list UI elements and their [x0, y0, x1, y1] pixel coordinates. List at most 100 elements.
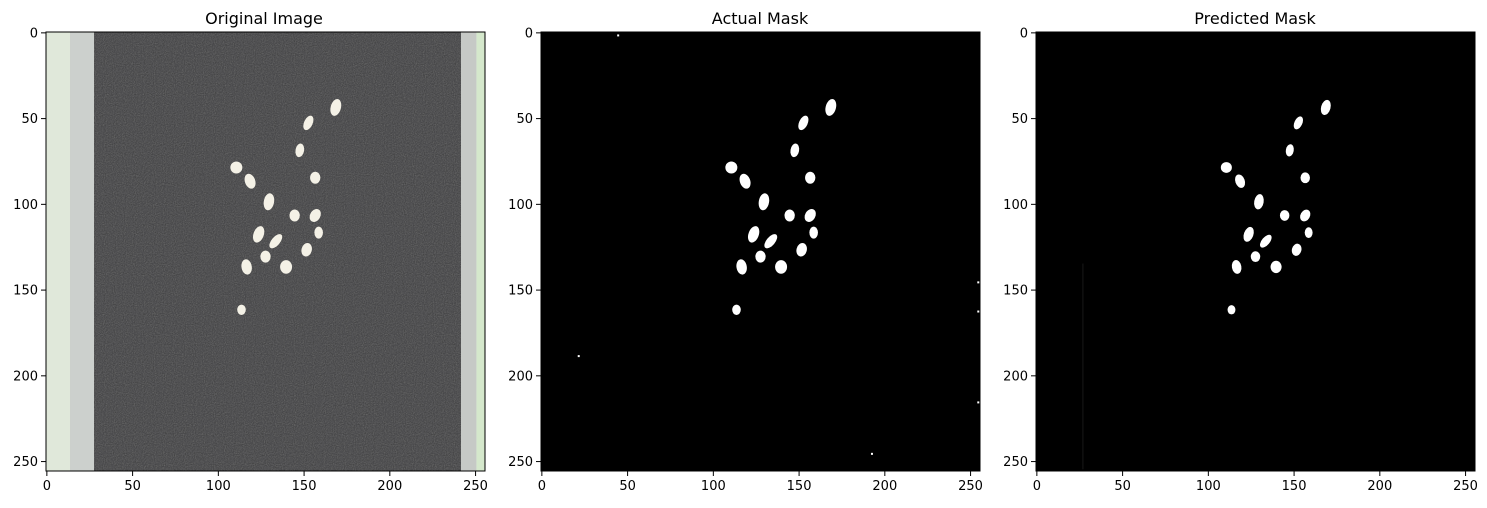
x-tick-label: 0 — [43, 479, 51, 494]
object-blob — [1320, 99, 1331, 116]
object-blob — [796, 243, 807, 257]
object-blob — [736, 259, 747, 275]
dark-fabric — [94, 32, 461, 471]
y-tick-label: 150 — [508, 284, 533, 299]
object-blob — [1300, 172, 1310, 184]
object-blob — [809, 226, 818, 239]
object-blob — [1231, 260, 1242, 274]
object-blob — [252, 226, 265, 243]
panel-original-image: Original Image 0 50 100 150 200 250 0 50 100 150… — [13, 9, 488, 494]
object-blob — [805, 171, 816, 184]
x-axis: 0 50 100 150 200 250 — [538, 471, 983, 494]
y-tick-label: 50 — [516, 112, 533, 127]
object-blob — [1220, 162, 1232, 173]
x-tick-label: 150 — [1282, 479, 1307, 494]
y-axis: 0 50 100 150 200 250 — [13, 26, 46, 470]
y-tick-label: 200 — [13, 369, 38, 384]
y-tick-label: 0 — [1020, 26, 1028, 41]
noise-speck — [617, 34, 620, 37]
x-tick-label: 250 — [958, 479, 983, 494]
y-tick-label: 150 — [1003, 284, 1028, 299]
y-tick-label: 200 — [1003, 369, 1028, 384]
object-blob — [263, 193, 275, 211]
object-blob — [1300, 209, 1311, 222]
object-blob — [1270, 260, 1282, 274]
object-blob — [775, 260, 788, 274]
x-tick-label: 50 — [124, 479, 141, 494]
object-blob — [1285, 144, 1294, 157]
y-tick-label: 50 — [21, 112, 38, 127]
object-blob — [301, 243, 312, 257]
object-blob — [309, 209, 321, 222]
x-tick-label: 100 — [206, 479, 231, 494]
y-tick-label: 250 — [508, 455, 533, 470]
object-blob — [1250, 251, 1261, 263]
x-axis: 0 50 100 150 200 250 — [1033, 471, 1478, 494]
x-tick-label: 250 — [1453, 479, 1478, 494]
x-tick-label: 50 — [619, 479, 636, 494]
axes-frame — [540, 31, 981, 472]
y-tick-label: 100 — [1003, 198, 1028, 213]
left-edge — [46, 32, 71, 471]
x-tick-label: 0 — [1033, 479, 1041, 494]
panel-actual-mask: Actual Mask 0 50 100 150 200 250 0 50 100 150 200… — [508, 9, 983, 494]
object-blob — [1254, 194, 1264, 210]
y-tick-label: 50 — [1011, 112, 1028, 127]
object-blob — [310, 171, 321, 184]
x-tick-label: 150 — [292, 479, 317, 494]
image-area — [1035, 31, 1476, 472]
object-blob — [330, 99, 342, 116]
object-blob — [269, 234, 283, 249]
y-axis: 0 50 100 150 200 250 — [508, 26, 541, 470]
panel-predicted-mask: Predicted Mask 0 50 100 150 200 250 0 50 100 150… — [1003, 9, 1478, 494]
object-blob — [1227, 305, 1236, 315]
noise-speck — [977, 281, 980, 284]
object-blob — [747, 226, 760, 243]
y-tick-label: 100 — [508, 198, 533, 213]
noise-speck — [577, 355, 580, 358]
image-area — [540, 31, 981, 472]
x-tick-label: 200 — [1367, 479, 1392, 494]
x-tick-label: 150 — [787, 479, 812, 494]
x-tick-label: 200 — [377, 479, 402, 494]
noise-speck — [977, 310, 980, 313]
axes-frame — [45, 31, 486, 472]
x-tick-label: 50 — [1114, 479, 1131, 494]
y-tick-label: 250 — [1003, 455, 1028, 470]
right-edge-shadow — [460, 32, 477, 471]
object-blob — [1304, 227, 1313, 239]
x-tick-label: 100 — [1196, 479, 1221, 494]
x-tick-label: 250 — [463, 479, 488, 494]
object-blob — [755, 250, 766, 263]
y-tick-label: 100 — [13, 198, 38, 213]
object-blob — [732, 304, 741, 315]
y-tick-label: 0 — [525, 26, 533, 41]
object-blob — [790, 143, 800, 158]
object-blob — [280, 260, 293, 274]
object-blob — [289, 209, 300, 222]
left-edge-shadow — [70, 32, 95, 471]
object-blob — [725, 161, 738, 174]
panel-title: Original Image — [205, 9, 323, 28]
x-tick-label: 100 — [701, 479, 726, 494]
object-blob — [241, 259, 252, 275]
object-blob — [295, 143, 305, 158]
object-blob — [739, 173, 751, 189]
object-blob — [314, 226, 323, 239]
x-axis: 0 50 100 150 200 250 — [43, 471, 488, 494]
panel-title: Actual Mask — [712, 9, 809, 28]
object-blob — [1293, 116, 1303, 130]
right-edge — [476, 32, 485, 471]
y-tick-label: 250 — [13, 455, 38, 470]
object-blob — [303, 115, 314, 131]
image-area — [45, 31, 486, 472]
object-blob — [230, 161, 243, 174]
object-blob — [764, 234, 778, 249]
object-blob — [1235, 174, 1246, 188]
object-blob — [825, 99, 837, 116]
y-tick-label: 0 — [30, 26, 38, 41]
y-tick-label: 200 — [508, 369, 533, 384]
object-blob — [1291, 243, 1302, 256]
noise-speck — [977, 401, 980, 404]
